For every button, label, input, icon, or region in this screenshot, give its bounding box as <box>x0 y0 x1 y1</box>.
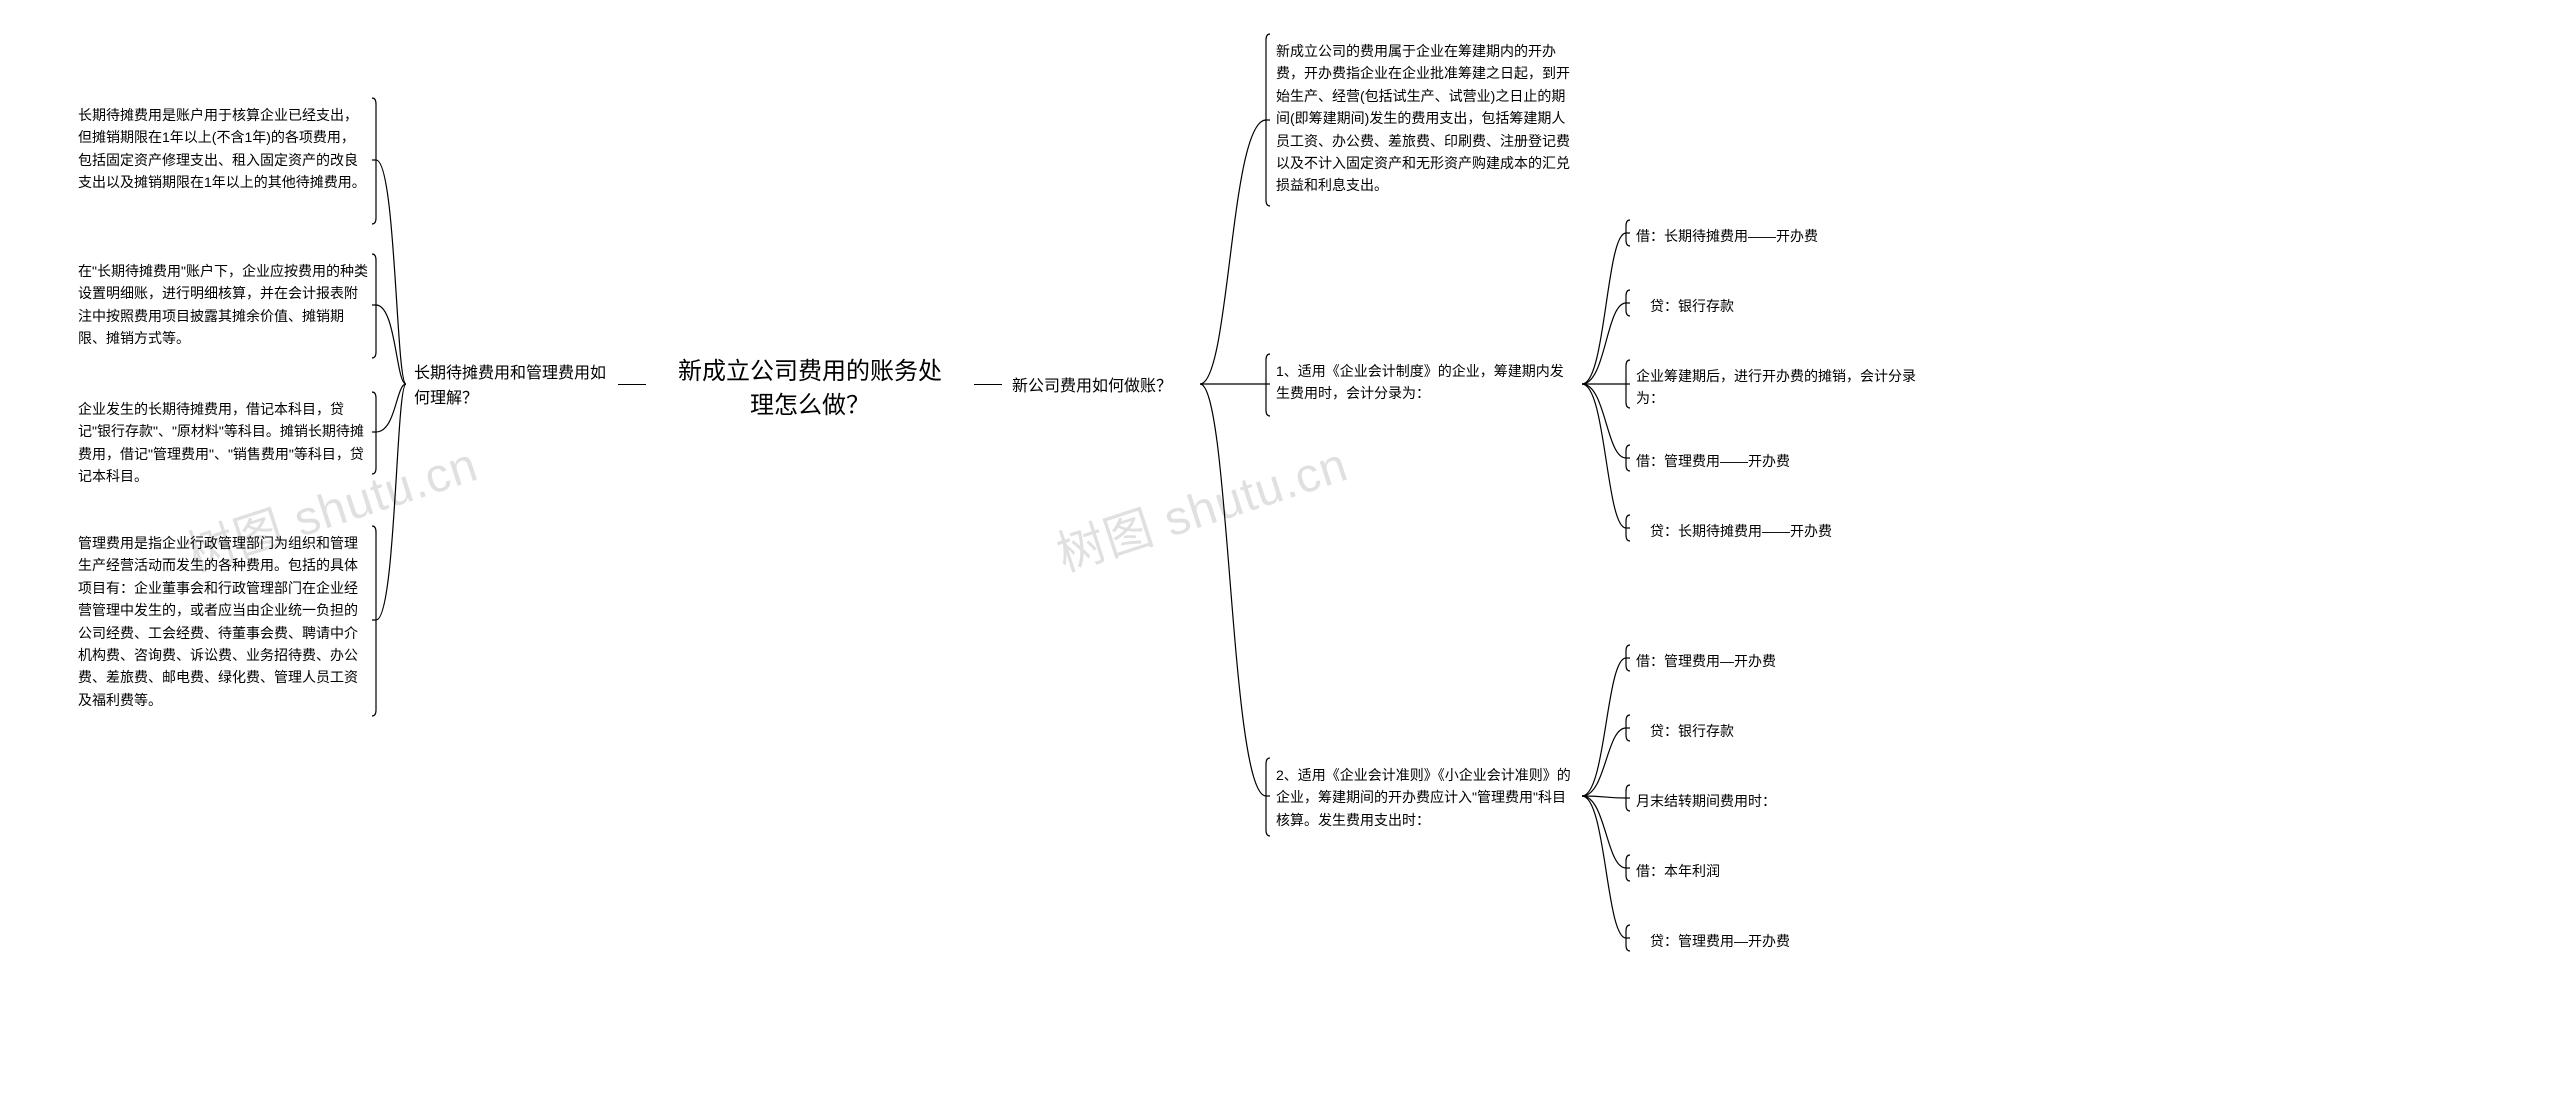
right-group2-entry-0: 借：管理费用—开办费 <box>1636 650 1866 672</box>
left-question: 长期待摊费用和管理费用如何理解？ <box>414 362 610 412</box>
dash-left <box>618 384 646 385</box>
right-intro: 新成立公司的费用属于企业在筹建期内的开办费，开办费指企业在企业批准筹建之日起，到… <box>1276 40 1576 197</box>
dash-right <box>974 384 1002 385</box>
right-group1-title: 1、适用《企业会计制度》的企业，筹建期内发生费用时，会计分录为： <box>1276 360 1576 405</box>
left-leaf-3: 管理费用是指企业行政管理部门为组织和管理生产经营活动而发生的各种费用。包括的具体… <box>78 532 368 711</box>
right-group1-entry-1: 贷：银行存款 <box>1636 295 1866 317</box>
right-group2-title: 2、适用《企业会计准则》《小企业会计准则》的企业，筹建期间的开办费应计入"管理费… <box>1276 764 1576 831</box>
center-title: 新成立公司费用的账务处 理怎么做？ <box>660 355 960 422</box>
left-leaf-0: 长期待摊费用是账户用于核算企业已经支出，但摊销期限在1年以上(不含1年)的各项费… <box>78 104 368 194</box>
right-group2-entry-2: 月末结转期间费用时： <box>1636 790 1866 812</box>
watermark-right: 树图 shutu.cn <box>1047 425 1356 585</box>
right-group1-entry-3: 借：管理费用——开办费 <box>1636 450 1866 472</box>
right-group2-entry-3: 借：本年利润 <box>1636 860 1866 882</box>
right-group1-entry-4: 贷：长期待摊费用——开办费 <box>1636 520 1916 542</box>
right-group2-entry-4: 贷：管理费用—开办费 <box>1636 930 1866 952</box>
left-leaf-2: 企业发生的长期待摊费用，借记本科目，贷记"银行存款"、"原材料"等科目。摊销长期… <box>78 398 368 488</box>
right-group2-entry-1: 贷：银行存款 <box>1636 720 1866 742</box>
center-line1: 新成立公司费用的账务处 <box>678 358 942 385</box>
left-leaf-1: 在"长期待摊费用"账户下，企业应按费用的种类设置明细账，进行明细核算，并在会计报… <box>78 260 368 350</box>
center-line2: 理怎么做？ <box>750 392 870 419</box>
right-group1-entry-0: 借：长期待摊费用——开办费 <box>1636 225 1866 247</box>
right-group1-entry-2: 企业筹建期后，进行开办费的摊销，会计分录为： <box>1636 365 1936 410</box>
right-question: 新公司费用如何做账？ <box>1012 375 1202 400</box>
